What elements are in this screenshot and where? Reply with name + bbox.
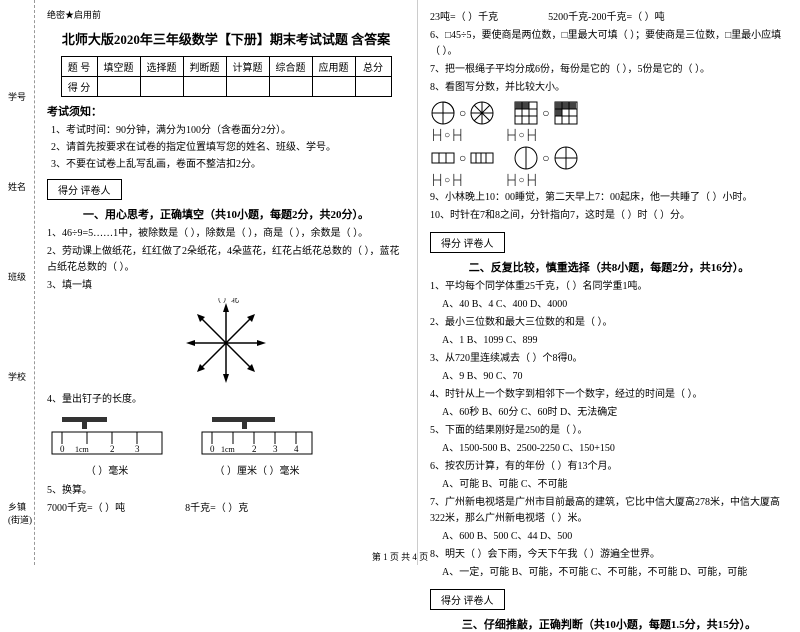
section2-title: 二、反复比较，慎重选择（共8小题，每题2分，共16分）。 — [430, 259, 788, 275]
s2q5o: A、1500-500 B、2500-2250 C、150+150 — [430, 441, 788, 457]
svg-text:1cm: 1cm — [221, 445, 236, 454]
fraction-diagrams: ○ ○ — [430, 100, 788, 126]
ruler-row: 0 1cm 2 3 （ ）毫米 0 1cm — [47, 414, 405, 477]
th-num: 题 号 — [61, 57, 97, 77]
s2q8o: A、一定，可能 B、可能，不可能 C、不可能，不可能 D、可能，可能 — [430, 565, 788, 581]
right-column: 23吨=（ ）千克 5200千克-200千克=（ ）吨 6、□45÷5，要使商是… — [418, 0, 800, 565]
s2q6o: A、可能 B、可能 C、不可能 — [430, 477, 788, 493]
section-box-2: 得分 评卷人 — [430, 232, 505, 253]
ruler1-answer: （ ）毫米 — [47, 462, 167, 477]
svg-text:2: 2 — [252, 444, 257, 454]
th-fill: 填空题 — [97, 57, 140, 77]
q1: 1、46÷9=5……1中，被除数是（ ），除数是（ ），商是（ ），余数是（ ）… — [47, 226, 405, 242]
ruler-2: 0 1cm 2 3 4 （ ）厘米（ ）毫米 — [197, 414, 317, 477]
notice-3: 3、不要在试卷上乱写乱画，卷面不整洁扣2分。 — [51, 156, 405, 173]
fraction-diagrams-2: ○ ○ — [430, 145, 788, 171]
page-footer: 第 1 页 共 4 页 — [0, 550, 800, 563]
th-app: 应用题 — [312, 57, 355, 77]
q7: 7、把一根绳子平均分成6份，每份是它的（ ），5份是它的（ ）。 — [430, 62, 788, 78]
svg-text:4: 4 — [294, 444, 299, 454]
s2q1: 1、平均每个同学体重25千克，（ ）名同学重1吨。 — [430, 279, 788, 295]
s2q7: 7、广州新电视塔是广州市目前最高的建筑，它比中信大厦高278米，中信大厦高322… — [430, 495, 788, 527]
q9: 9、小林晚上10：00睡觉，第二天早上7：00起床，他一共睡了（ ）小时。 — [430, 190, 788, 206]
th-judge: 判断题 — [183, 57, 226, 77]
th-total: 总分 — [355, 57, 391, 77]
svg-text:1cm: 1cm — [75, 445, 90, 454]
q6: 6、□45÷5，要使商是两位数，□里最大可填（ ）；要使商是三位数，□里最小应填… — [430, 28, 788, 60]
th-comp: 综合题 — [269, 57, 312, 77]
td-score: 得 分 — [61, 77, 97, 97]
q2: 2、劳动课上做纸花，红红做了2朵纸花，4朵蓝花，红花占纸花总数的（ ），蓝花占纸… — [47, 244, 405, 276]
section3-title: 三、仔细推敲，正确判断（共10小题，每题1.5分，共15分）。 — [430, 616, 788, 632]
section-box-1: 得分 评卷人 — [47, 179, 122, 200]
section1-title: 一、用心思考，正确填空（共10小题，每题2分，共20分）。 — [47, 206, 405, 222]
svg-text:0: 0 — [210, 444, 215, 454]
q5a: 7000千克=（ ）吨 — [47, 501, 125, 517]
s2q1o: A、40 B、4 C、400 D、4000 — [430, 297, 788, 313]
s2q2o: A、1 B、1099 C、899 — [430, 333, 788, 349]
th-calc: 计算题 — [226, 57, 269, 77]
svg-text:0: 0 — [60, 444, 65, 454]
notice-2: 2、请首先按要求在试卷的指定位置填写您的姓名、班级、学号。 — [51, 139, 405, 156]
s2q5: 5、下面的结果刚好是250的是（ ）。 — [430, 423, 788, 439]
svg-text:3: 3 — [273, 444, 278, 454]
notice-list: 1、考试时间：90分钟，满分为100分（含卷面分2分）。 2、请首先按要求在试卷… — [51, 122, 405, 173]
s2q7o: A、600 B、500 C、44 D、500 — [430, 529, 788, 545]
section-box-3: 得分 评卷人 — [430, 589, 505, 610]
ruler2-answer: （ ）厘米（ ）毫米 — [197, 462, 317, 477]
exam-title: 北师大版2020年三年级数学【下册】期末考试试题 含答案 — [47, 29, 405, 48]
s2q4o: A、60秒 B、60分 C、60时 D、无法确定 — [430, 405, 788, 421]
left-column: 绝密★启用前 北师大版2020年三年级数学【下册】期末考试试题 含答案 题 号 … — [35, 0, 418, 565]
binding-field-class: 班级 — [8, 270, 26, 283]
q5: 5、换算。 — [47, 483, 405, 499]
notice-title: 考试须知： — [47, 103, 405, 119]
s2q4: 4、时针从上一个数字到相邻下一个数字，经过的时间是（ ）。 — [430, 387, 788, 403]
compass-north: （ ）北 — [213, 298, 239, 304]
s2q3: 3、从720里连续减去（ ）个8得0。 — [430, 351, 788, 367]
s2q3o: A、9 B、90 C、70 — [430, 369, 788, 385]
circle-pair-1: ○ — [430, 100, 495, 126]
grid-pair-1: ○ — [513, 100, 578, 126]
q10: 10、时针在7和8之间，分针指向7，这时是（ ）时（ ）分。 — [430, 208, 788, 224]
binding-field-id: 学号 — [8, 90, 26, 103]
q3: 3、填一填 — [47, 278, 405, 294]
circle-pair-3: ○ — [513, 145, 578, 171]
score-table: 题 号 填空题 选择题 判断题 计算题 综合题 应用题 总分 得 分 — [61, 56, 392, 97]
svg-text:3: 3 — [135, 444, 140, 454]
binding-margin: 乡镇(街道) 学校 班级 姓名 学号 — [0, 0, 35, 565]
binding-field-name: 姓名 — [8, 180, 26, 193]
svg-text:2: 2 — [110, 444, 115, 454]
q8: 8、看图写分数，并比较大小。 — [430, 80, 788, 96]
binding-field-township: 乡镇(街道) — [8, 500, 34, 526]
q4: 4、量出钉子的长度。 — [47, 392, 405, 408]
compass-diagram: （ ）北 — [181, 298, 271, 388]
circle-pair-2: ○ — [430, 145, 495, 171]
ruler-1: 0 1cm 2 3 （ ）毫米 — [47, 414, 167, 477]
s2q6: 6、按农历计算，有的年份（ ）有13个月。 — [430, 459, 788, 475]
q5c: 23吨=（ ）千克 — [430, 10, 498, 26]
notice-1: 1、考试时间：90分钟，满分为100分（含卷面分2分）。 — [51, 122, 405, 139]
secret-label: 绝密★启用前 — [47, 8, 405, 21]
binding-field-school: 学校 — [8, 370, 26, 383]
s2q2: 2、最小三位数和最大三位数的和是（ ）。 — [430, 315, 788, 331]
th-choice: 选择题 — [140, 57, 183, 77]
q5b: 8千克=（ ）克 — [185, 501, 248, 517]
q5d: 5200千克-200千克=（ ）吨 — [548, 10, 664, 26]
